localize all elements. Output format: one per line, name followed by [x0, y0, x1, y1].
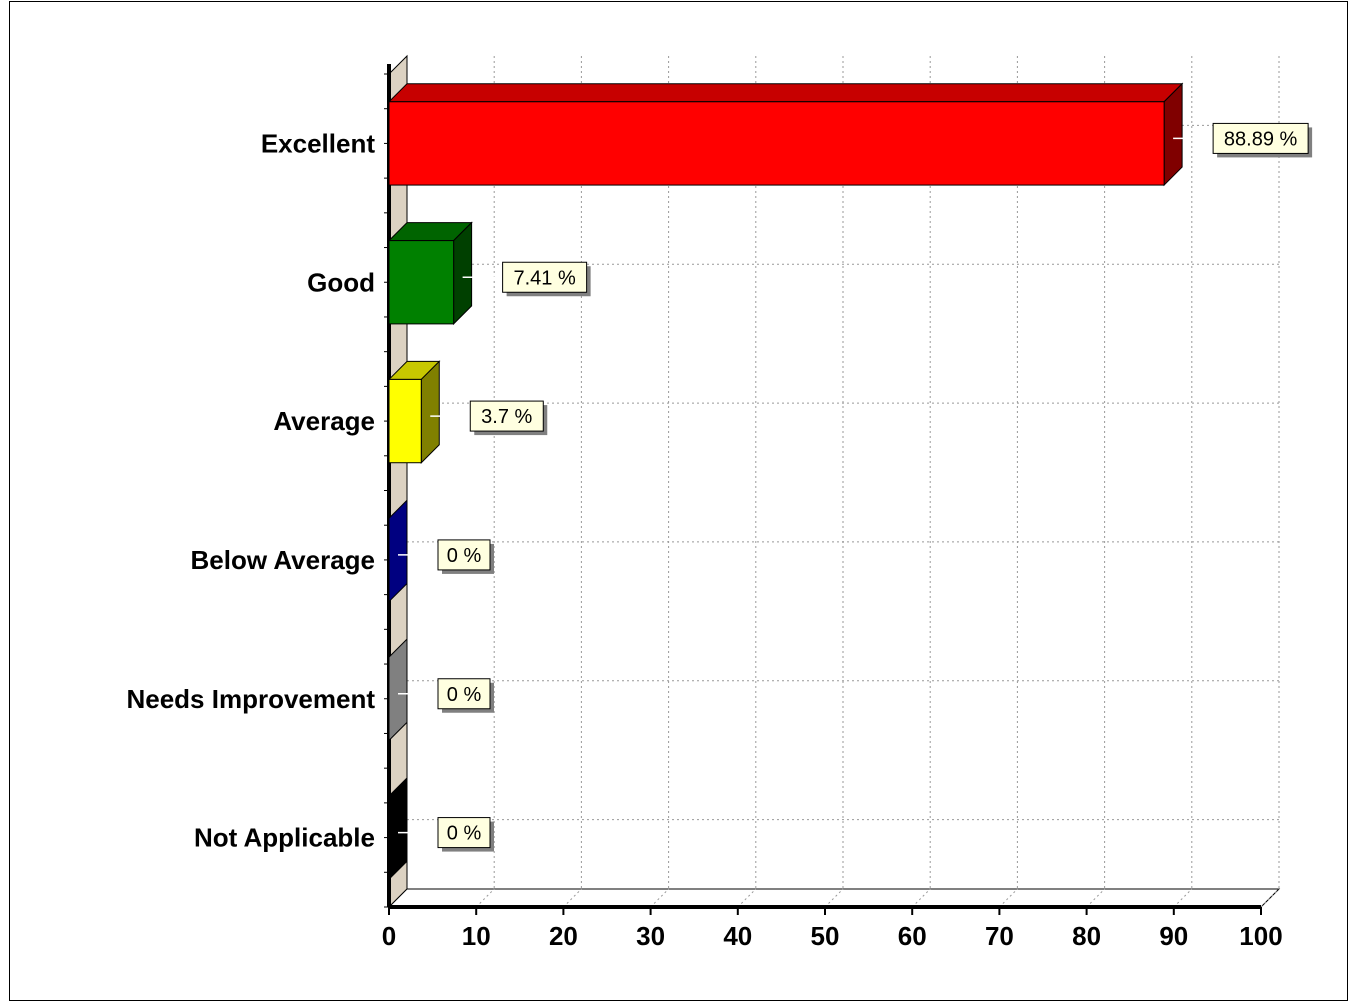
bar	[387, 221, 473, 326]
floor-gridline	[911, 888, 931, 908]
bar-chart: 0 10 20 30 40 50 60 70 80 90 100 Excellent 88.89 % G…	[126, 54, 1313, 951]
data-label-text: 0 %	[447, 684, 482, 706]
data-label-text: 0 %	[447, 545, 482, 567]
floor-gridline	[1086, 888, 1105, 908]
bar-top-face	[387, 83, 1184, 103]
x-tick-label: 90	[1159, 921, 1188, 951]
x-tick-label: 40	[723, 921, 752, 951]
chart-frame: 0 10 20 30 40 50 60 70 80 90 100 Excellent 88.89 % G…	[9, 1, 1348, 1001]
category-label: Excellent	[261, 128, 376, 158]
bar-zero-face	[388, 637, 408, 742]
category-label: Average	[273, 406, 375, 436]
bar	[387, 360, 441, 464]
data-label: 0 %	[437, 678, 494, 713]
bar-side-face	[1163, 82, 1183, 187]
x-tick-label: 30	[636, 921, 665, 951]
floor-gridline	[1260, 888, 1280, 908]
bar-side-face	[420, 360, 440, 464]
data-label-box	[469, 400, 544, 432]
category-label: Needs Improvement	[126, 684, 375, 714]
data-label-text: 88.89 %	[1224, 128, 1298, 150]
category-label: Not Applicable	[194, 823, 375, 853]
data-label-text: 7.41 %	[513, 267, 575, 289]
floor-gridline	[824, 888, 844, 908]
bar-front-face	[388, 101, 1165, 186]
data-label: 3.7 %	[469, 400, 548, 436]
floor-gridline	[999, 888, 1018, 908]
chart-axes: 0 10 20 30 40 50 60 70 80 90 100	[382, 64, 1283, 951]
data-label-box	[437, 678, 491, 710]
bar	[388, 499, 408, 603]
floor-gridline	[563, 888, 582, 908]
bar	[388, 776, 408, 881]
data-label: 0 %	[437, 539, 494, 574]
x-tick-label: 70	[985, 921, 1014, 951]
x-tick-label: 0	[382, 921, 396, 951]
bar-zero-face	[388, 499, 408, 603]
floor	[387, 888, 1281, 908]
bar	[388, 637, 408, 742]
data-label-box	[1212, 122, 1309, 154]
data-label: 0 %	[437, 817, 494, 852]
data-label-box	[437, 817, 491, 849]
x-tick-label: 100	[1239, 921, 1282, 951]
x-tick-label: 60	[898, 921, 927, 951]
data-label: 7.41 %	[502, 261, 591, 297]
data-label-box	[502, 261, 588, 293]
chart-labels: Excellent 88.89 % Good 7.41 % Average 3.7 % Be…	[126, 122, 1313, 853]
data-label: 88.89 %	[1212, 122, 1313, 158]
category-label: Good	[307, 267, 375, 297]
floor-gridline	[650, 888, 669, 908]
x-tick-label: 50	[811, 921, 840, 951]
x-tick-label: 20	[549, 921, 578, 951]
data-label-box	[437, 539, 491, 571]
bar-front-face	[388, 378, 422, 464]
bar-front-face	[388, 240, 455, 325]
floor-gridline	[475, 888, 495, 908]
x-tick-label: 10	[462, 921, 491, 951]
floor-gridline	[737, 888, 757, 908]
floor-gridline	[1173, 888, 1193, 908]
bar-side-face	[453, 221, 473, 326]
chart-bars	[387, 82, 1184, 881]
category-label: Below Average	[191, 545, 375, 575]
data-label-text: 3.7 %	[481, 406, 532, 428]
data-label-text: 0 %	[447, 823, 482, 845]
bar	[387, 82, 1184, 187]
x-tick-label: 80	[1072, 921, 1101, 951]
bar-zero-face	[388, 776, 408, 881]
